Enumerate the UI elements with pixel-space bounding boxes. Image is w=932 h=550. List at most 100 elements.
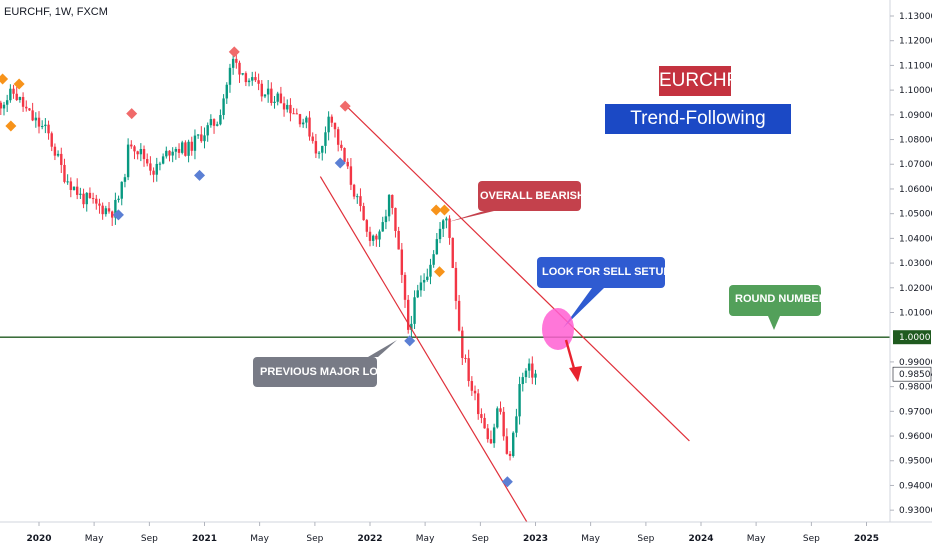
candle-body — [266, 88, 270, 95]
candle-body — [12, 88, 15, 94]
candle-body — [438, 228, 442, 240]
trendlines-layer — [0, 104, 890, 523]
price-tick-label: 1.07000 — [899, 160, 932, 170]
candle-body — [69, 181, 73, 190]
candle-body — [231, 58, 235, 68]
round-number-label: ROUND NUMBER — [735, 293, 827, 305]
candle-body — [168, 150, 171, 156]
candle-body — [235, 58, 238, 63]
marker-diamond-orange — [434, 266, 446, 278]
candle-body — [21, 96, 25, 107]
candle-body — [394, 207, 397, 231]
candle-body — [200, 134, 203, 142]
candle-body — [489, 439, 493, 444]
previous-low-label: PREVIOUS MAJOR LOW — [260, 366, 389, 378]
candle-body — [403, 274, 407, 300]
candle-body — [158, 163, 162, 165]
candle-body — [25, 106, 28, 109]
candle-body — [31, 110, 34, 121]
candle-body — [308, 117, 311, 137]
candle-body — [44, 124, 47, 127]
time-tick-label: 2021 — [192, 534, 217, 544]
candle-body — [9, 88, 12, 101]
candle-body — [139, 148, 143, 155]
time-tick-label: Sep — [472, 534, 489, 544]
candle-body — [5, 100, 9, 105]
candle-body — [63, 164, 66, 182]
candle-body — [521, 377, 524, 385]
candle-body — [454, 267, 458, 301]
candle-body — [457, 300, 461, 331]
marker-diamond-red — [126, 108, 138, 120]
candle-body — [524, 370, 528, 378]
overall-bearish-label: OVERALL BEARISH — [480, 190, 585, 202]
candle-body — [88, 192, 92, 199]
candle-body — [429, 264, 432, 277]
candle-body — [273, 101, 276, 104]
candle-body — [184, 142, 187, 156]
candle-body — [196, 134, 200, 136]
candle-body — [56, 153, 60, 156]
candle-body — [228, 67, 232, 85]
marker-diamond-blue — [112, 209, 124, 221]
candle-body — [336, 129, 340, 145]
time-tick-label: 2025 — [854, 534, 879, 544]
candle-body — [384, 216, 388, 223]
candle-body — [492, 427, 496, 444]
price-axis[interactable]: 1.13000 1.12000 1.11000 1.10000 1.09000 1.080… — [889, 0, 932, 550]
candle-body — [0, 102, 3, 109]
candle-body — [340, 144, 343, 149]
candle-body — [34, 117, 38, 121]
time-tick-label: 2023 — [523, 534, 548, 544]
candle-body — [375, 235, 378, 240]
candle-body — [464, 357, 467, 359]
time-tick-label: May — [250, 534, 269, 544]
marker-diamond-orange — [430, 204, 442, 216]
candle-body — [282, 103, 286, 110]
candle-body — [515, 416, 518, 433]
candle-body — [346, 161, 349, 167]
marker-diamond-orange — [13, 78, 25, 90]
candle-body — [142, 148, 146, 160]
candle-body — [241, 73, 244, 75]
candle-body — [98, 203, 101, 206]
marker-diamond-blue — [334, 157, 346, 169]
price-axis-bg — [890, 0, 932, 550]
candle-body — [508, 453, 512, 456]
candle-body — [301, 122, 305, 125]
sell-arrow-head — [569, 366, 582, 382]
candle-body — [324, 132, 327, 146]
round-number-price-tag — [893, 330, 931, 345]
candle-body — [171, 151, 174, 156]
marker-diamond-orange — [0, 73, 9, 85]
overall-bearish-box — [478, 181, 581, 211]
time-tick-label: Sep — [637, 534, 654, 544]
time-tick-label: May — [581, 534, 600, 544]
marker-diamond-blue — [501, 476, 513, 488]
candle-body — [72, 186, 76, 190]
candle-body — [317, 152, 321, 154]
candle-body — [270, 88, 273, 104]
candle-body — [257, 80, 260, 84]
candle-body — [406, 299, 410, 330]
price-tick-label: 1.05000 — [899, 210, 932, 220]
marker-diamond-blue — [404, 335, 416, 347]
title-symbol: EURCHF — [659, 66, 738, 96]
candle-body — [327, 116, 330, 133]
candle-body — [120, 181, 123, 199]
marker-diamond-red — [228, 46, 240, 58]
price-tick-label: 1.12000 — [899, 37, 932, 47]
candle-body — [400, 249, 404, 275]
candle-body — [286, 104, 289, 110]
candle-body — [53, 146, 57, 156]
price-tick-label: 1.09000 — [899, 111, 932, 121]
time-axis[interactable]: 2020 May Sep 2021 May Sep 2022 May Sep 2023 May Sep… — [0, 521, 932, 550]
candle-body — [2, 104, 6, 109]
candle-body — [359, 196, 362, 207]
candle-body — [470, 381, 474, 391]
candle-body — [518, 384, 521, 417]
time-axis-bg — [0, 522, 932, 550]
